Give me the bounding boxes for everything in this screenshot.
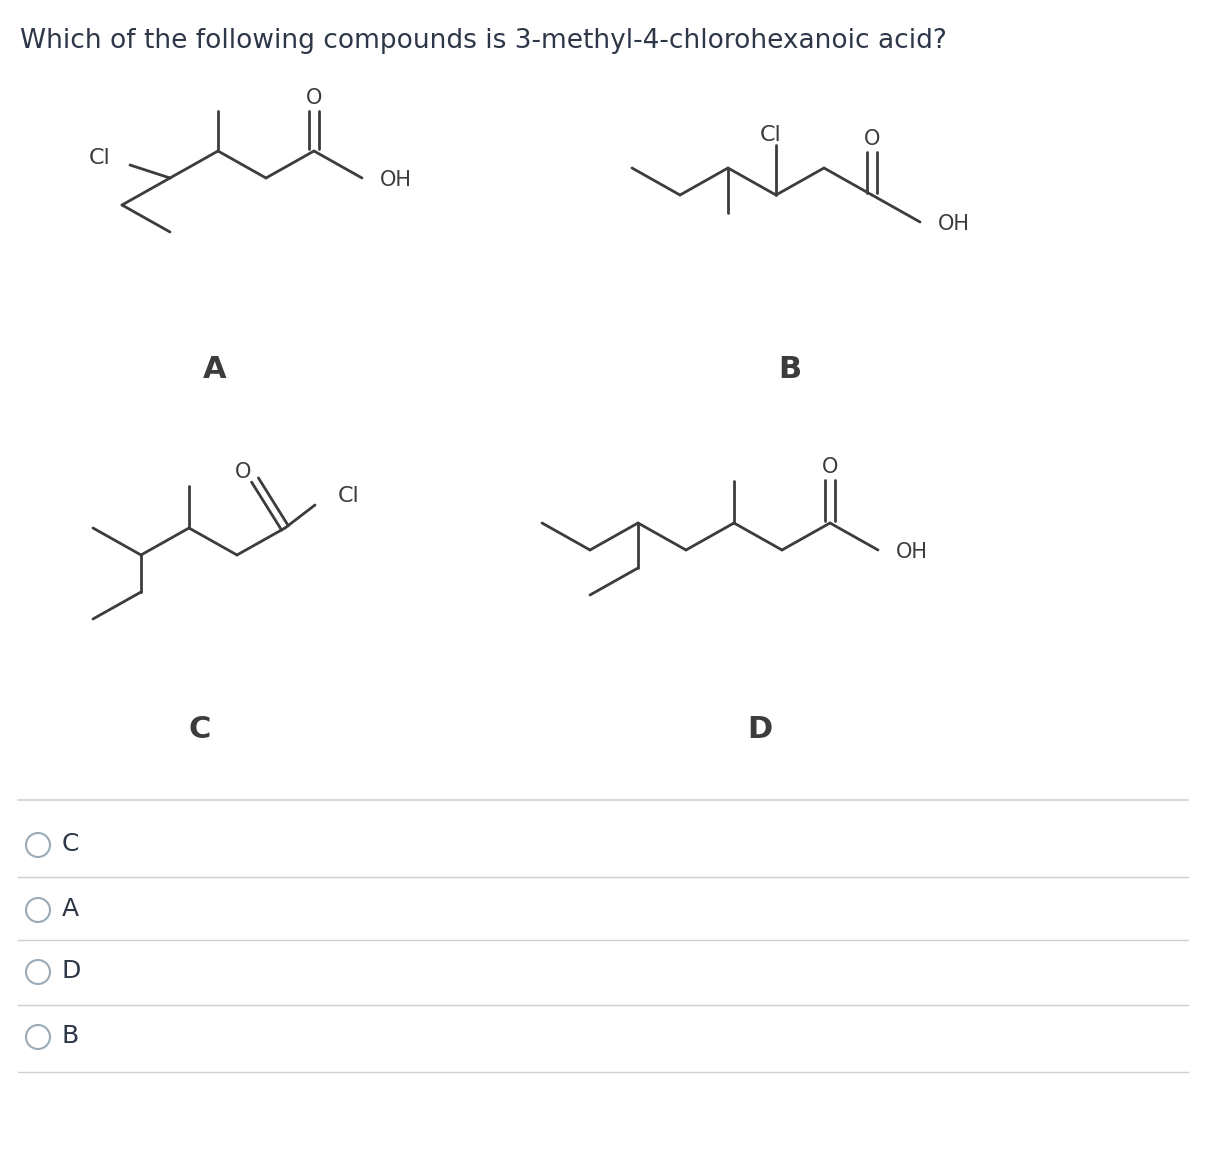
Text: C: C: [62, 832, 80, 855]
Text: Cl: Cl: [338, 486, 359, 506]
Text: O: O: [306, 88, 322, 108]
Text: O: O: [235, 462, 251, 482]
Text: B: B: [62, 1024, 80, 1048]
Text: A: A: [203, 356, 227, 385]
Text: D: D: [62, 959, 81, 983]
Text: D: D: [748, 716, 773, 744]
Text: OH: OH: [938, 214, 970, 234]
Text: O: O: [821, 457, 838, 477]
Text: Cl: Cl: [89, 148, 111, 168]
Text: A: A: [62, 897, 80, 921]
Text: B: B: [778, 356, 802, 385]
Text: Cl: Cl: [760, 125, 781, 144]
Text: OH: OH: [380, 170, 412, 190]
Text: OH: OH: [896, 542, 927, 562]
Text: Which of the following compounds is 3-methyl-4-chlorohexanoic acid?: Which of the following compounds is 3-me…: [21, 28, 947, 54]
Text: C: C: [189, 716, 211, 744]
Text: O: O: [863, 129, 880, 149]
